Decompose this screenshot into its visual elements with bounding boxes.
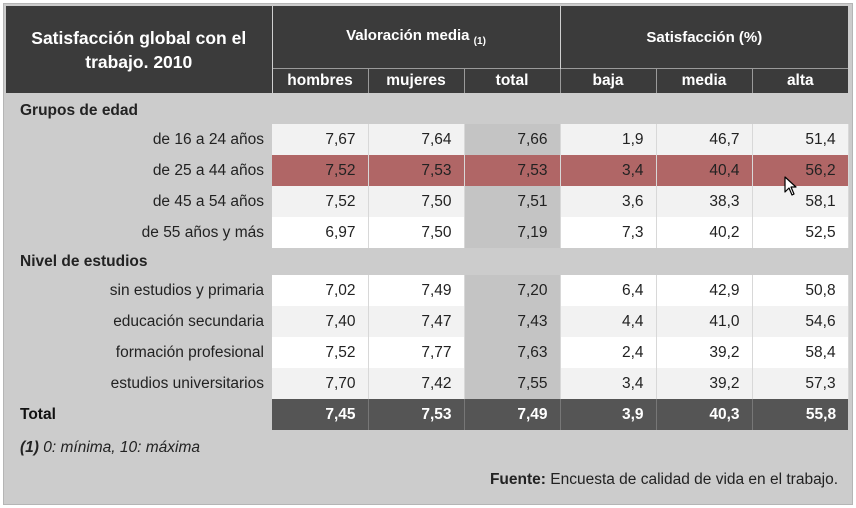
table-row: de 16 a 24 años 7,67 7,64 7,66 1,9 46,7 … — [6, 124, 849, 155]
cell: 7,02 — [272, 275, 369, 306]
cell: 7,40 — [272, 306, 369, 337]
cell: 54,6 — [752, 306, 849, 337]
table-row: estudios universitarios 7,70 7,42 7,55 3… — [6, 368, 849, 399]
header-satisfaccion: Satisfacción (%) — [560, 6, 849, 69]
cell: 57,3 — [752, 368, 849, 399]
table-panel: Satisfacción global con el trabajo. 2010… — [3, 3, 853, 505]
table-row: sin estudios y primaria 7,02 7,49 7,20 6… — [6, 275, 849, 306]
cell: 41,0 — [656, 306, 753, 337]
cell: 7,49 — [368, 275, 465, 306]
total-cell: 3,9 — [560, 399, 657, 430]
header-valoracion-note: (1) — [473, 36, 486, 47]
cell: 39,2 — [656, 337, 753, 368]
total-row: Total 7,45 7,53 7,49 3,9 40,3 55,8 — [6, 399, 849, 430]
column-header-alta: alta — [752, 68, 849, 93]
table-row: formación profesional 7,52 7,77 7,63 2,4… — [6, 337, 849, 368]
source-text: Encuesta de calidad de vida en el trabaj… — [545, 471, 839, 488]
row-label: de 45 a 54 años — [6, 186, 272, 217]
cell: 42,9 — [656, 275, 753, 306]
row-label: estudios universitarios — [6, 368, 272, 399]
cell: 46,7 — [656, 124, 753, 155]
cell: 58,1 — [752, 186, 849, 217]
cell: 7,52 — [272, 186, 369, 217]
table-title: Satisfacción global con el trabajo. 2010 — [6, 6, 273, 93]
column-header-media: media — [656, 68, 753, 93]
cell: 7,55 — [464, 368, 561, 399]
cell: 1,9 — [560, 124, 657, 155]
column-header-baja: baja — [560, 68, 657, 93]
data-table: Satisfacción global con el trabajo. 2010… — [6, 6, 849, 492]
row-label: de 25 a 44 años — [6, 155, 272, 186]
cell: 58,4 — [752, 337, 849, 368]
column-header-hombres: hombres — [272, 68, 369, 93]
cell: 7,77 — [368, 337, 465, 368]
cell: 7,53 — [368, 155, 465, 186]
cell: 51,4 — [752, 124, 849, 155]
cell: 3,6 — [560, 186, 657, 217]
cell: 7,70 — [272, 368, 369, 399]
row-label: de 55 años y más — [6, 217, 272, 248]
cell: 7,63 — [464, 337, 561, 368]
row-label: formación profesional — [6, 337, 272, 368]
mouse-pointer-icon — [784, 176, 797, 196]
table-row: educación secundaria 7,40 7,47 7,43 4,4 … — [6, 306, 849, 337]
row-label: de 16 a 24 años — [6, 124, 272, 155]
row-label: educación secundaria — [6, 306, 272, 337]
cell: 6,97 — [272, 217, 369, 248]
cell: 7,3 — [560, 217, 657, 248]
total-label: Total — [6, 399, 272, 430]
total-cell: 55,8 — [752, 399, 849, 430]
cell: 50,8 — [752, 275, 849, 306]
cell: 39,2 — [656, 368, 753, 399]
column-header-total: total — [464, 68, 561, 93]
footnote-marker: (1) — [20, 439, 39, 456]
cell: 6,4 — [560, 275, 657, 306]
cell: 7,42 — [368, 368, 465, 399]
section-header-edad: Grupos de edad — [6, 97, 849, 124]
cell: 7,50 — [368, 186, 465, 217]
cell: 7,20 — [464, 275, 561, 306]
table-row-highlighted[interactable]: de 25 a 44 años 7,52 7,53 7,53 3,4 40,4 … — [6, 155, 849, 186]
cell: 40,4 — [656, 155, 753, 186]
total-cell: 40,3 — [656, 399, 753, 430]
total-cell: 7,53 — [368, 399, 465, 430]
cell: 7,47 — [368, 306, 465, 337]
cell: 7,51 — [464, 186, 561, 217]
row-label: sin estudios y primaria — [6, 275, 272, 306]
footnote-text: 0: mínima, 10: máxima — [38, 439, 201, 456]
source-note: Fuente: Encuesta de calidad de vida en e… — [6, 460, 848, 492]
cell: 7,66 — [464, 124, 561, 155]
total-cell: 7,49 — [464, 399, 561, 430]
cell: 56,2 — [752, 155, 849, 186]
header-valoracion-label: Valoración media — [346, 27, 470, 44]
cell: 7,67 — [272, 124, 369, 155]
cell: 38,3 — [656, 186, 753, 217]
cell: 7,64 — [368, 124, 465, 155]
footnote: (1) 0: mínima, 10: máxima — [6, 430, 848, 460]
cell: 7,50 — [368, 217, 465, 248]
table-row: de 55 años y más 6,97 7,50 7,19 7,3 40,2… — [6, 217, 849, 248]
cell: 2,4 — [560, 337, 657, 368]
cell: 4,4 — [560, 306, 657, 337]
total-cell: 7,45 — [272, 399, 369, 430]
table-row: de 45 a 54 años 7,52 7,50 7,51 3,6 38,3 … — [6, 186, 849, 217]
section-header-estudios: Nivel de estudios — [6, 248, 849, 275]
cell: 3,4 — [560, 368, 657, 399]
header-valoracion: Valoración media (1) — [272, 6, 561, 69]
cell: 7,52 — [272, 155, 369, 186]
column-header-mujeres: mujeres — [368, 68, 465, 93]
cell: 7,52 — [272, 337, 369, 368]
cell: 3,4 — [560, 155, 657, 186]
cell: 7,43 — [464, 306, 561, 337]
cell: 7,53 — [464, 155, 561, 186]
cell: 52,5 — [752, 217, 849, 248]
cell: 40,2 — [656, 217, 753, 248]
cell: 7,19 — [464, 217, 561, 248]
source-label: Fuente: — [489, 471, 546, 488]
